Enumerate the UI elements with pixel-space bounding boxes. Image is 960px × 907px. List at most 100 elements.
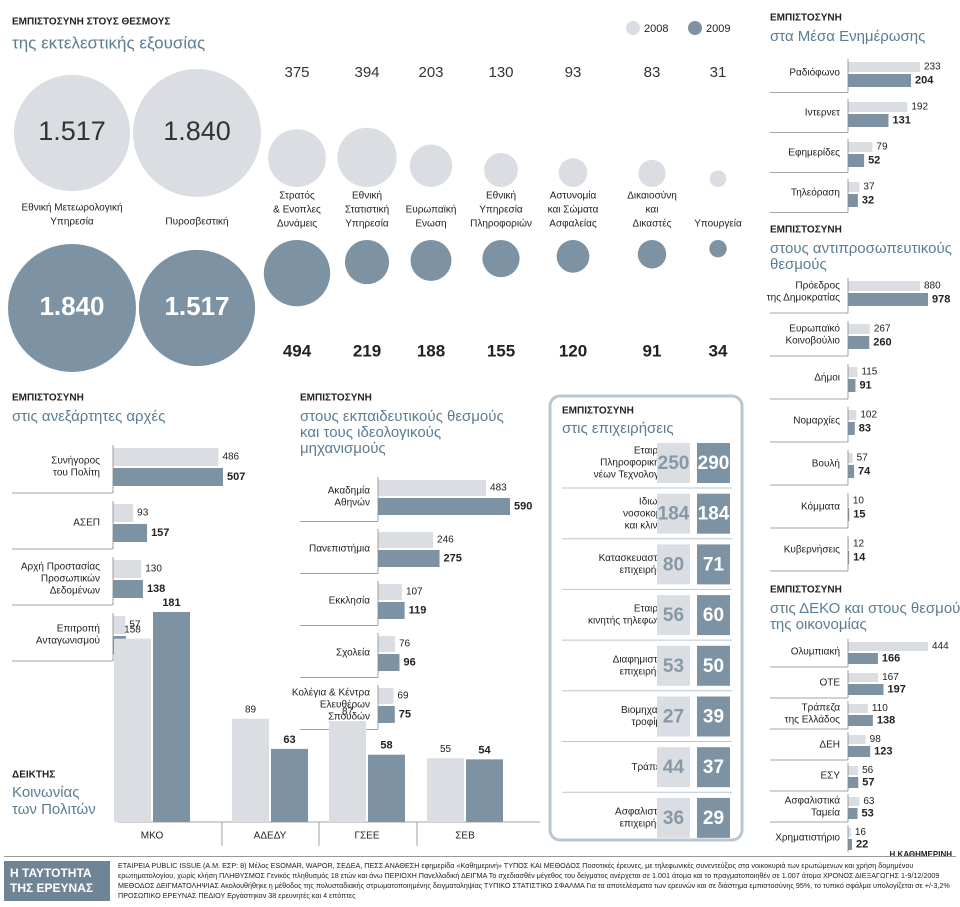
category-label: Δυνάμεις	[277, 218, 317, 230]
bar	[378, 706, 395, 723]
value-label: 219	[353, 341, 381, 360]
chart-subtitle: στους αντιπροσωπευτικούς	[770, 240, 952, 257]
value-label: 91	[859, 379, 871, 391]
category-label: Σπουδών	[328, 711, 370, 723]
value-label: 267	[874, 324, 891, 335]
chart-title: ΕΜΠΙΣΤΟΣΥΝΗ ΣΤΟΥΣ ΘΕΣΜΟΥΣ	[12, 17, 170, 28]
bar	[427, 758, 464, 822]
bar	[113, 448, 219, 466]
value-label: 155	[487, 341, 515, 360]
bar	[848, 336, 870, 349]
value-label: 29	[703, 808, 724, 829]
value-label: 507	[227, 471, 245, 483]
value-label: 83	[644, 64, 661, 81]
value-label: 1.517	[164, 291, 229, 321]
category-label: Τηλεόραση	[791, 187, 840, 199]
value-label: 87	[342, 707, 354, 718]
value-label: 494	[283, 341, 312, 360]
chart-title: ΕΜΠΙΣΤΟΣΥΝΗ	[12, 393, 84, 404]
chart-title: ΕΜΠΙΣΤΟΣΥΝΗ	[770, 13, 842, 24]
chart-subtitle: μηχανισμούς	[300, 440, 386, 457]
legend-label: 2009	[706, 23, 730, 35]
chart-subtitle: στα Μέσα Ενημέρωσης	[770, 28, 925, 45]
value-label: 15	[853, 508, 865, 520]
bar	[848, 715, 873, 726]
value-label: 12	[853, 539, 865, 550]
category-label: Ραδιόφωνο	[789, 67, 840, 79]
bubble	[709, 170, 727, 187]
bubble	[133, 69, 261, 197]
bar	[848, 422, 855, 435]
category-label: Συνήγορος	[51, 455, 100, 467]
value-box	[657, 493, 690, 534]
bubble	[638, 159, 666, 187]
bar	[378, 602, 405, 619]
category-label: Ιντερνετ	[805, 108, 840, 119]
bar	[378, 532, 434, 548]
bar	[848, 828, 851, 837]
value-label: 444	[932, 641, 949, 652]
bar	[848, 114, 889, 127]
footer-title: Η ΤΑΥΤΟΤΗΤΑ ΤΗΣ ΕΡΕΥΝΑΣ	[4, 861, 110, 901]
bubble	[483, 152, 519, 187]
bubble	[409, 144, 453, 187]
value-label: 10	[853, 496, 865, 507]
value-label: 58	[380, 740, 392, 752]
bar	[848, 496, 849, 506]
value-label: 197	[887, 683, 905, 695]
value-label: 36	[663, 808, 684, 829]
value-label: 34	[709, 341, 728, 360]
category-label: Ολυμπιακή	[791, 646, 840, 658]
bar	[232, 718, 269, 822]
category-label: Κατασκευαστικές	[599, 552, 675, 564]
value-box	[657, 747, 690, 788]
value-box	[697, 645, 730, 686]
category-label: Ευρωπαϊκό	[789, 323, 840, 335]
bar	[378, 584, 402, 600]
bar	[848, 281, 920, 291]
bar	[848, 154, 865, 167]
bar	[848, 684, 884, 695]
bar	[848, 453, 853, 463]
category-label: ΓΣΕΕ	[354, 831, 379, 842]
value-label: 57	[129, 620, 141, 631]
value-label: 76	[399, 639, 411, 650]
value-label: 102	[860, 410, 877, 421]
value-label: 192	[911, 102, 928, 113]
value-box	[657, 544, 690, 585]
bar	[848, 324, 870, 334]
category-label: Πληροφοριών	[470, 218, 532, 230]
category-label: Στατιστική	[345, 204, 389, 216]
bar	[848, 766, 859, 775]
chart-subtitle: στις ΔΕΚΟ και στους θεσμούς	[770, 600, 960, 617]
value-box	[657, 645, 690, 686]
category-label: Επιτροπή	[57, 623, 100, 635]
value-label: 53	[663, 656, 684, 677]
value-label: 184	[698, 504, 730, 525]
bar	[113, 504, 134, 522]
value-label: 131	[892, 114, 910, 126]
value-label: 57	[857, 453, 869, 464]
chart-subtitle: στις ανεξάρτητες αρχές	[12, 408, 165, 425]
value-label: 27	[663, 707, 684, 728]
category-label: και Σώματα	[548, 204, 599, 216]
bar	[466, 759, 503, 822]
category-label: Προσωπικών	[41, 573, 100, 585]
value-box	[697, 443, 730, 483]
bar	[329, 721, 366, 822]
value-label: 880	[924, 281, 941, 292]
legend-swatch	[626, 21, 640, 35]
bubble	[637, 240, 667, 269]
legend-swatch	[688, 21, 702, 35]
footer-title-line: Η ΤΑΥΤΟΤΗΤΑ	[10, 866, 92, 880]
chart-subtitle: στους εκπαιδευτικούς θεσμούς	[300, 408, 504, 425]
category-label: ΣΕΒ	[455, 831, 475, 842]
category-label: Δικαιοσύνη	[627, 190, 677, 202]
bar	[848, 673, 879, 682]
bar	[113, 580, 143, 598]
value-box	[697, 696, 730, 737]
chart-subtitle: της οικονομίας	[770, 616, 867, 633]
value-label: 96	[403, 656, 415, 668]
chart-subtitle: της εκτελεστικής εξουσίας	[12, 33, 205, 52]
